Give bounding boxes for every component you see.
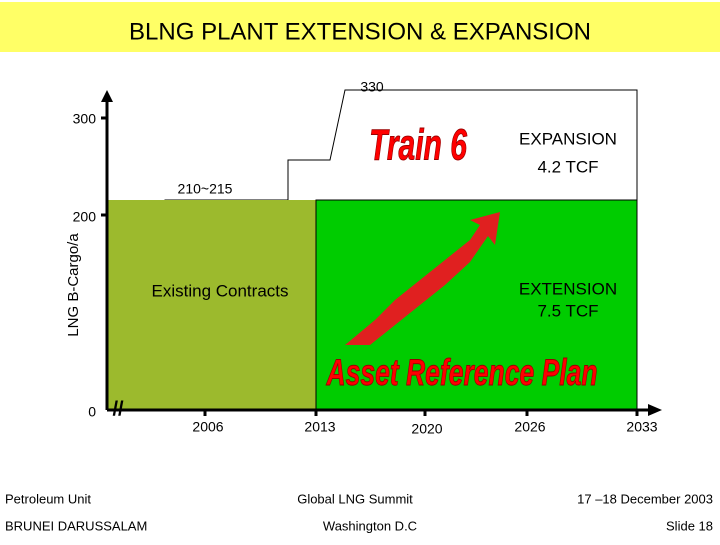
footer-text: Washington D.C — [323, 518, 417, 533]
y-axis-label: LNG B-Cargo/a — [65, 233, 82, 337]
x-tick-label: 2006 — [192, 419, 223, 435]
footer-text: Slide 18 — [666, 518, 713, 533]
ticks — [101, 116, 639, 416]
region-label: EXPANSION — [519, 129, 617, 148]
title-bar — [0, 2, 720, 52]
rising-arrow — [345, 212, 500, 345]
level-label: 210~215 — [178, 181, 233, 197]
title: BLNG PLANT EXTENSION & EXPANSION — [129, 18, 591, 45]
y-tick-label: 200 — [73, 209, 97, 225]
y-tick-label: 0 — [88, 404, 96, 420]
x-tick-label: 2026 — [514, 419, 545, 435]
x-tick-label: 2020 — [411, 421, 442, 437]
x-tick-label: 2013 — [304, 419, 335, 435]
x-arrow — [648, 404, 662, 416]
footer-text: 17 –18 December 2003 — [577, 491, 713, 506]
region-label: 7.5 TCF — [537, 301, 598, 320]
existing-region — [107, 200, 316, 410]
axis-break: // — [112, 398, 124, 420]
region-label: EXTENSION — [519, 279, 617, 298]
y-arrow — [101, 90, 113, 102]
banner: Asset Reference Plan — [326, 351, 598, 393]
banner: Train 6 — [369, 120, 468, 169]
level-label: 330 — [360, 79, 384, 95]
region-label: 4.2 TCF — [537, 157, 598, 176]
x-tick-label: 2033 — [626, 419, 657, 435]
footer-text: Petroleum Unit — [5, 491, 91, 506]
footer-text: Global LNG Summit — [297, 491, 413, 506]
y-tick-label: 300 — [73, 111, 97, 127]
footer-text: BRUNEI DARUSSALAM — [5, 518, 147, 533]
region-label: Existing Contracts — [152, 281, 289, 300]
